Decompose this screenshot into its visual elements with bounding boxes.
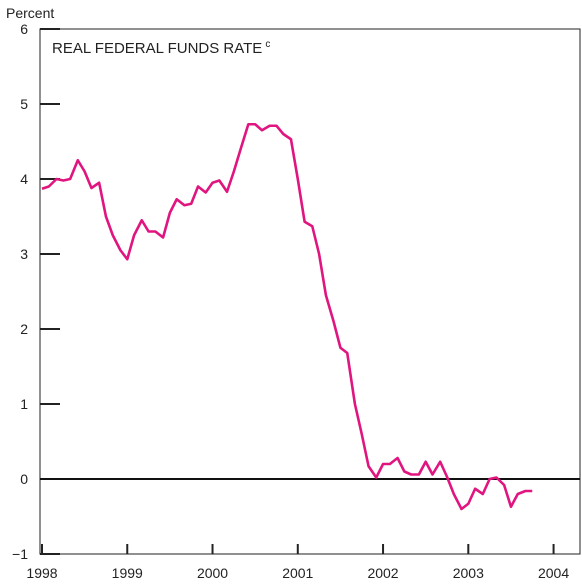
title-text: REAL FEDERAL FUNDS RATE [52, 40, 262, 57]
x-tick-label: 2000 [197, 565, 228, 581]
title-superscript: c [265, 39, 270, 50]
x-tick-label: 2002 [367, 565, 398, 581]
x-tick-label: 2004 [538, 565, 569, 581]
y-tick-label: 2 [20, 321, 28, 337]
x-tick-label: 2001 [282, 565, 313, 581]
y-axis-label: Percent [6, 5, 54, 21]
x-tick-label: 1998 [26, 565, 57, 581]
y-tick-label: 5 [20, 96, 28, 112]
y-tick-label: 3 [20, 246, 28, 262]
y-tick-label: 1 [20, 396, 28, 412]
y-tick-label: 6 [20, 21, 28, 37]
y-tick-label: 0 [20, 471, 28, 487]
y-tick-label: 4 [20, 171, 28, 187]
x-tick-label: 1999 [112, 565, 143, 581]
x-tick-label: 2003 [453, 565, 484, 581]
data-line [41, 122, 533, 511]
plot-frame [39, 28, 581, 555]
chart-title: REAL FEDERAL FUNDS RATE c [52, 39, 270, 57]
y-tick-label: −1 [12, 546, 28, 562]
